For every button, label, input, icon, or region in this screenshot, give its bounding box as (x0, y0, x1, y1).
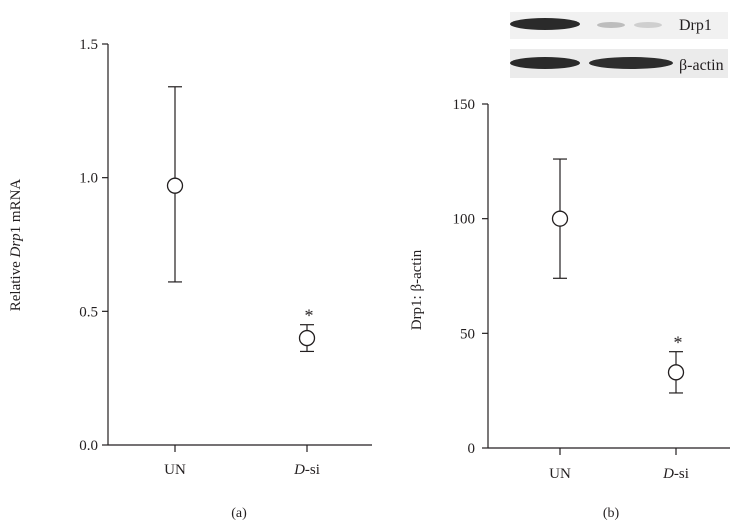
panel-b-y-axis-title: Drp1: β-actin (409, 249, 425, 330)
x-tick-label-italic: D (293, 462, 305, 478)
blot-band-actin-un (510, 57, 580, 69)
data-point-marker (166, 177, 184, 194)
data-point-marker (551, 210, 569, 227)
significance-marker: * (305, 306, 314, 326)
blot-band-drp1-dsi-1 (597, 22, 625, 28)
panel-b-label: (b) (603, 506, 620, 521)
y-tick-label: 1.0 (79, 171, 98, 187)
x-tick-label: UN (164, 462, 186, 478)
panel-a-points: * (166, 86, 316, 353)
blot-label-drp1: Drp1 (679, 17, 712, 34)
x-tick-label-prefix: UN (549, 466, 571, 482)
panel-a-y-axis-title: Relative Drp1 mRNA (8, 179, 24, 312)
x-tick-label-suffix: -si (305, 462, 320, 478)
blot-band-drp1-dsi-2 (634, 22, 662, 28)
x-tick-label: D-si (662, 466, 689, 482)
blot-band-actin-dsi (589, 57, 673, 69)
significance-marker: * (674, 333, 683, 353)
panel-a: 0.0 0.5 1.0 1.5 UN D-si * Relative Drp1 mRNA… (8, 37, 372, 521)
y-tick-label: 100 (453, 212, 476, 228)
y-tick-label: 0.0 (79, 438, 98, 454)
panel-a-label: (a) (231, 506, 247, 521)
y-tick-label: 0.5 (79, 304, 98, 320)
data-point-marker (667, 364, 685, 381)
panel-a-x-ticks: UN D-si (164, 445, 320, 478)
y-tick-label: 0 (468, 441, 476, 457)
x-tick-label-prefix: UN (164, 462, 186, 478)
blot-label-actin: β-actin (679, 57, 724, 74)
data-point-marker (298, 329, 316, 347)
data-point-group: * (667, 333, 685, 394)
data-point-group (166, 86, 184, 283)
blot: Drp1 β-actin (508, 10, 728, 78)
y-tick-label: 150 (453, 97, 476, 113)
panel-b-points: * (551, 158, 685, 394)
panel-b-x-ticks: UN D-si (549, 448, 689, 482)
data-point-group: * (298, 306, 316, 353)
panel-a-y-ticks: 0.0 0.5 1.0 1.5 (79, 37, 108, 454)
x-tick-label: UN (549, 466, 571, 482)
panel-a-ylabel-italic: Drp (8, 233, 24, 259)
y-tick-label: 50 (460, 326, 475, 342)
x-tick-label-italic: D (662, 466, 674, 482)
data-point-group (551, 158, 569, 279)
blot-band-drp1-un (510, 18, 580, 30)
panel-b: Drp1 β-actin 0 50 100 150 UN D-si * Drp1: β-… (409, 10, 730, 521)
panel-a-ylabel-suffix: 1 mRNA (8, 179, 24, 234)
y-tick-label: 1.5 (79, 37, 98, 53)
x-tick-label: D-si (293, 462, 320, 478)
panel-b-y-ticks: 0 50 100 150 (453, 97, 488, 457)
panel-a-ylabel-prefix: Relative (8, 258, 24, 312)
x-tick-label-suffix: -si (674, 466, 689, 482)
